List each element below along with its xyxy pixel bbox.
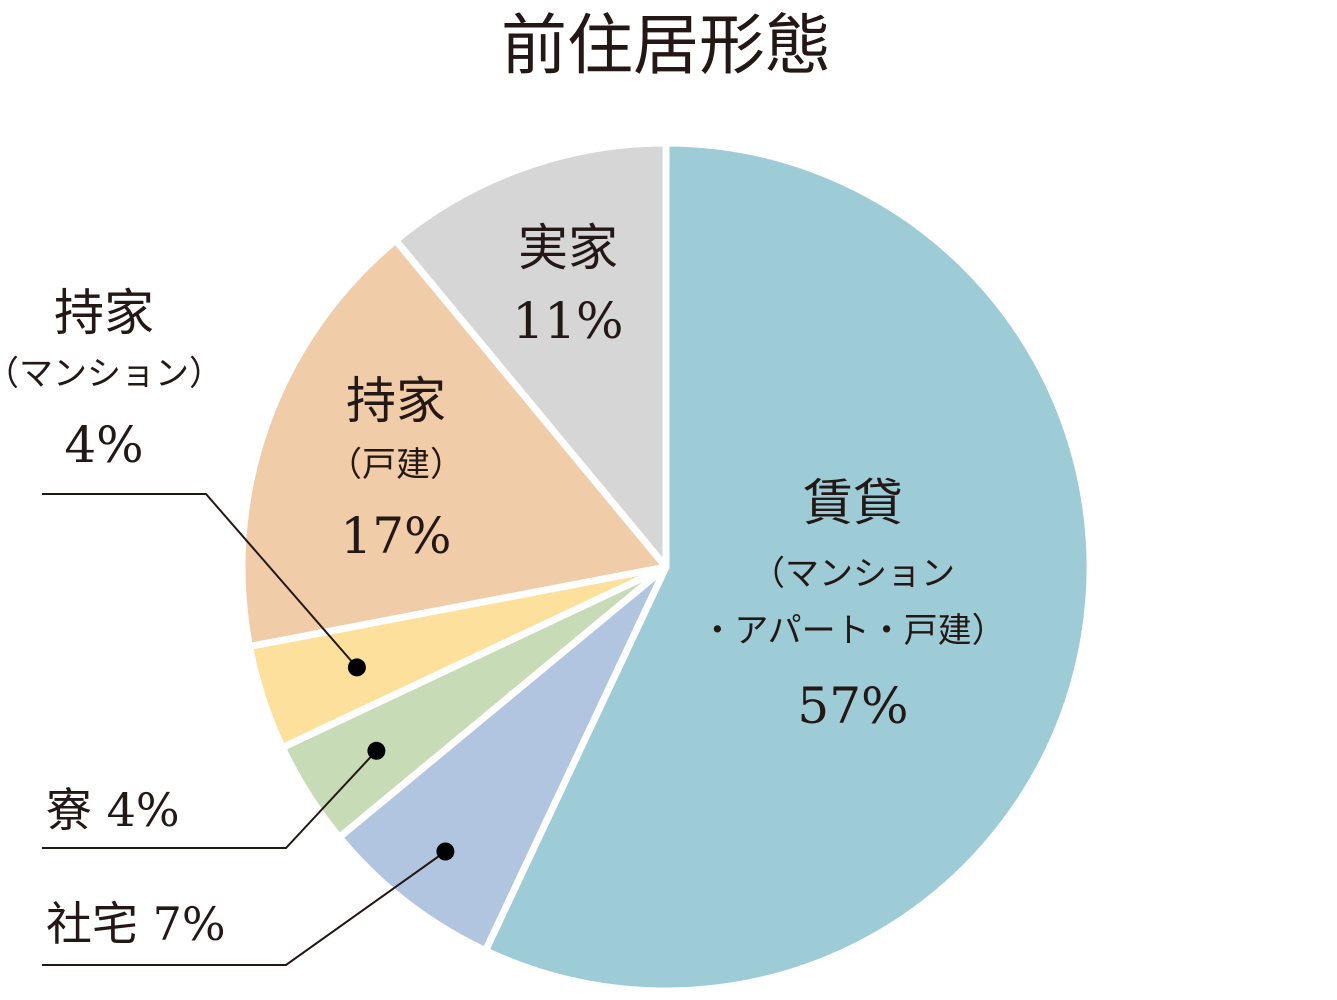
slice-label: （マンション <box>751 554 955 594</box>
pie-slice <box>238 236 670 650</box>
slice-value-label: 11% <box>512 292 623 350</box>
leader-line <box>42 850 446 966</box>
slice-label: 持家 <box>54 284 154 342</box>
pie-slice <box>481 139 1094 995</box>
slice-value-label: 57% <box>797 677 908 735</box>
slice-label: 社宅 7% <box>46 897 226 951</box>
leader-lines <box>42 493 455 966</box>
slice-label: 賃貸 <box>803 474 903 532</box>
leader-line <box>42 493 358 669</box>
chart-title: 前住居形態 <box>501 7 831 84</box>
slice-value-label: 17% <box>340 507 451 565</box>
slice-label: 寮 4% <box>46 783 180 837</box>
slice-label: ・アパート・戸建） <box>700 611 1005 651</box>
slice-label: （戸建） <box>328 445 464 485</box>
pie-slice <box>335 563 670 955</box>
slice-label: （マンション） <box>0 354 223 394</box>
leader-dot <box>367 741 386 760</box>
pie-slice <box>392 139 670 571</box>
leader-dot <box>436 842 455 861</box>
slice-labels: 賃貸 （マンション・アパート・戸建） 57% 社宅 7% 寮 4% 持家 （マンション） 4%… <box>0 219 1006 951</box>
leader-line <box>42 750 378 849</box>
pie-slices <box>238 139 1094 995</box>
slice-value-label: 4% <box>64 416 143 474</box>
slice-label: 実家 <box>518 219 618 277</box>
leader-dot <box>347 658 366 677</box>
slice-label: 持家 <box>346 372 446 430</box>
